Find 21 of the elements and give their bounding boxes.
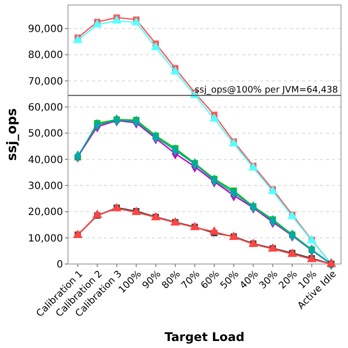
- y-tick-label: 90,000: [28, 24, 63, 36]
- y-axis-title: ssj_ops: [5, 108, 20, 161]
- point: [92, 210, 102, 218]
- y-tick-label: 0: [56, 260, 63, 270]
- point: [131, 16, 142, 26]
- point: [150, 42, 161, 50]
- point: [170, 66, 180, 74]
- y-tick-label: 70,000: [28, 76, 63, 88]
- y-tick-label: 50,000: [28, 128, 63, 140]
- y-tick-label: 60,000: [28, 102, 63, 114]
- point: [72, 34, 83, 44]
- y-tick-label: 20,000: [28, 207, 63, 218]
- point: [209, 113, 220, 122]
- point: [209, 226, 220, 235]
- point: [112, 15, 122, 24]
- ref-line-label: ssj_ops@100% per JVM=64,438: [194, 85, 338, 96]
- y-tick-label: 80,000: [28, 50, 63, 62]
- y-tick-label: 10,000: [28, 233, 63, 244]
- y-tick-label: 30,000: [28, 181, 63, 192]
- y-tick-label: 40,000: [28, 154, 63, 166]
- x-axis-title: Target Load: [164, 330, 244, 344]
